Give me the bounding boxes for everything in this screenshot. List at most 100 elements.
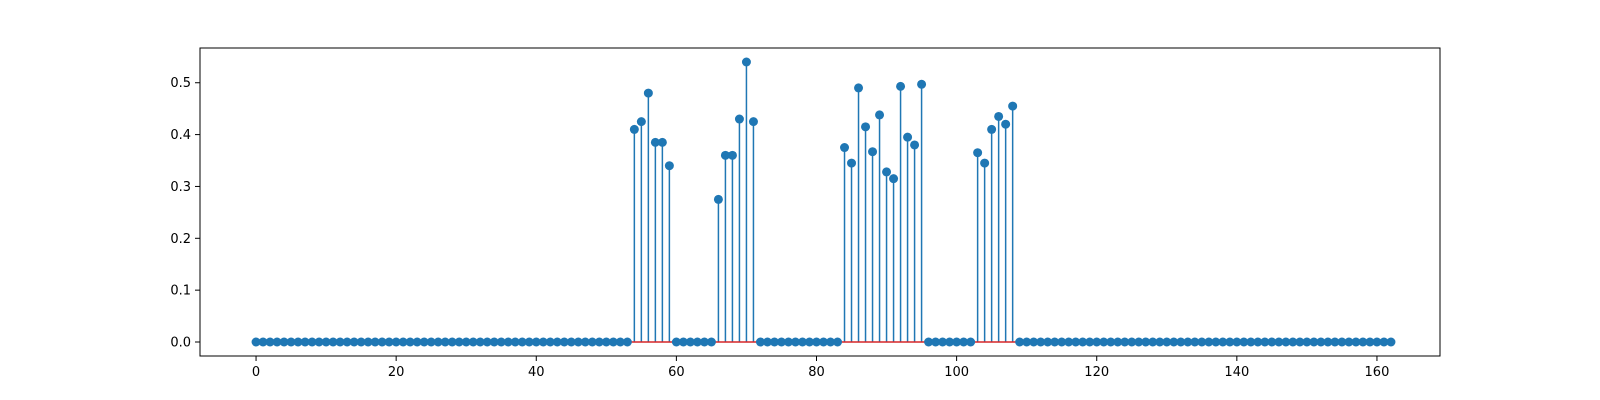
stem-marker xyxy=(882,167,892,177)
y-tick-label: 0.1 xyxy=(170,284,191,299)
stem-marker xyxy=(1197,337,1207,347)
x-tick-label: 0 xyxy=(252,365,260,380)
stem-marker xyxy=(293,337,303,347)
stem-marker xyxy=(426,337,436,347)
stem-marker xyxy=(573,337,583,347)
marker-series xyxy=(251,57,1396,347)
stem-marker xyxy=(1029,337,1039,347)
stem-marker xyxy=(1253,337,1263,347)
stem-marker xyxy=(342,337,352,347)
stem-marker xyxy=(461,337,471,347)
stem-marker xyxy=(1232,337,1242,347)
stem-marker xyxy=(1155,337,1165,347)
stem-marker xyxy=(1071,337,1081,347)
stem-marker xyxy=(1330,337,1340,347)
stem-marker xyxy=(1218,337,1228,347)
plot-frame xyxy=(199,47,1441,357)
stem-marker xyxy=(826,337,836,347)
stem-marker xyxy=(1295,337,1305,347)
stem-marker xyxy=(1134,337,1144,347)
stem-marker xyxy=(938,337,948,347)
x-tick-label: 60 xyxy=(668,365,685,380)
stem-marker xyxy=(405,337,415,347)
stem-marker xyxy=(559,337,569,347)
x-tick-label: 80 xyxy=(808,365,825,380)
stem-marker xyxy=(854,83,864,93)
stem-marker xyxy=(447,337,457,347)
stem-marker xyxy=(1211,337,1221,347)
stem-marker xyxy=(1141,337,1151,347)
stem-marker xyxy=(1281,337,1291,347)
stem-marker xyxy=(391,337,401,347)
stem-marker xyxy=(1183,337,1193,347)
stem-marker xyxy=(440,337,450,347)
stem-marker xyxy=(1120,337,1130,347)
stem-marker xyxy=(783,337,793,347)
stem-marker xyxy=(868,147,878,157)
stem-marker xyxy=(307,337,317,347)
stem-marker xyxy=(517,337,527,347)
stem-marker xyxy=(973,148,983,158)
stem-marker xyxy=(861,122,871,132)
stem-marker xyxy=(650,137,660,147)
stem-marker xyxy=(945,337,955,347)
stem-marker xyxy=(489,337,499,347)
stem-marker xyxy=(552,337,562,347)
stem-marker xyxy=(419,337,429,347)
stem-marker xyxy=(643,88,653,98)
stem-marker xyxy=(384,337,394,347)
stem-marker xyxy=(1358,337,1368,347)
stem-marker xyxy=(1351,337,1361,347)
stem-marker xyxy=(1022,337,1032,347)
stem-marker xyxy=(258,337,268,347)
stem-marker xyxy=(251,337,261,347)
x-tick-label: 100 xyxy=(944,365,969,380)
x-tick-label: 160 xyxy=(1365,365,1390,380)
stem-marker xyxy=(1099,337,1109,347)
stem-marker xyxy=(566,337,576,347)
stem-marker xyxy=(594,337,604,347)
stem-marker xyxy=(1043,337,1053,347)
stem-marker xyxy=(678,337,688,347)
stem-marker xyxy=(924,337,934,347)
stem-marker xyxy=(875,110,885,120)
stem-marker xyxy=(1365,337,1375,347)
stem-marker xyxy=(917,79,927,89)
stem-marker xyxy=(1127,337,1137,347)
stem-marker xyxy=(734,114,744,124)
stem-marker xyxy=(685,337,695,347)
stem-marker xyxy=(398,337,408,347)
stem-marker xyxy=(966,337,976,347)
stem-marker xyxy=(1316,337,1326,347)
stem-marker xyxy=(1092,337,1102,347)
stem-marker xyxy=(840,143,850,153)
stem-marker xyxy=(664,161,674,171)
stem-marker xyxy=(1274,337,1284,347)
stem-marker xyxy=(1001,119,1011,129)
stem-marker xyxy=(797,337,807,347)
stem-marker xyxy=(1106,337,1116,347)
stem-marker xyxy=(762,337,772,347)
y-tick-label: 0.2 xyxy=(170,232,191,247)
stem-marker xyxy=(931,337,941,347)
stem-marker xyxy=(1260,337,1270,347)
stem-marker xyxy=(328,337,338,347)
stem-marker xyxy=(1113,337,1123,347)
stem-marker xyxy=(1239,337,1249,347)
stem-marker xyxy=(1309,337,1319,347)
stem-marker xyxy=(910,140,920,150)
stem-marker xyxy=(545,337,555,347)
stem-marker xyxy=(1204,337,1214,347)
stem-marker xyxy=(1337,337,1347,347)
stem-marker xyxy=(510,337,520,347)
stem-marker xyxy=(1190,337,1200,347)
stem-marker xyxy=(1169,337,1179,347)
stem-marker xyxy=(994,111,1004,121)
stem-marker xyxy=(412,337,422,347)
stem-marker xyxy=(1078,337,1088,347)
stem-marker xyxy=(776,337,786,347)
stem-marker xyxy=(1372,337,1382,347)
stem-marker xyxy=(889,174,899,184)
